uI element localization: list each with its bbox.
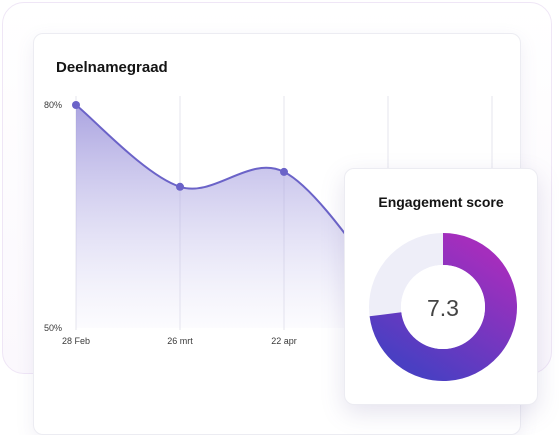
score-value: 7.3 (427, 295, 459, 321)
chart-title: Deelnamegraad (56, 59, 168, 76)
x-tick-label: 28 Feb (62, 336, 90, 346)
y-tick-label-top: 80% (44, 100, 62, 110)
donut-value-arc (369, 233, 517, 381)
participation-rate-card: Deelnamegraad 80% 50% 28 Feb 26 mrt 22 apr (33, 33, 521, 435)
area-fill (76, 105, 388, 328)
engagement-score-card: Engagement score 7.3 (344, 168, 538, 405)
y-tick-label-bottom: 50% (44, 323, 62, 333)
x-tick-label: 22 apr (271, 336, 297, 346)
data-point (176, 182, 184, 191)
data-point (280, 167, 288, 176)
score-title: Engagement score (378, 194, 504, 210)
donut-center (401, 265, 485, 349)
engagement-donut: 7.3 (369, 233, 517, 381)
x-tick-label: 26 mrt (167, 336, 193, 346)
data-point (72, 101, 80, 109)
